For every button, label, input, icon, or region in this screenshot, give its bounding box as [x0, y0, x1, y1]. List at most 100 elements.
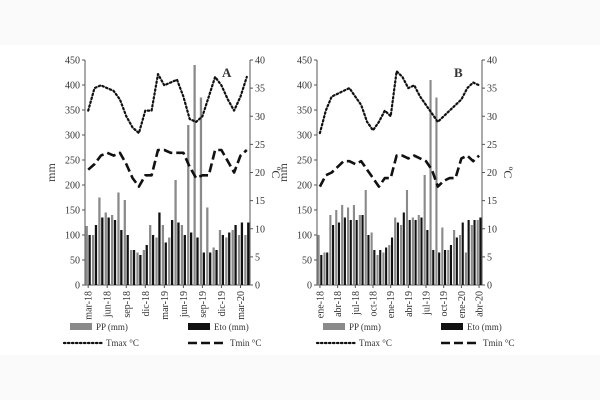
- legend-eto-swatch: [441, 323, 463, 330]
- eto-bar: [402, 212, 405, 285]
- eto-bar: [228, 232, 231, 285]
- pp-bar: [110, 215, 114, 285]
- pp-bar: [149, 225, 152, 285]
- pp-bar: [225, 237, 228, 285]
- pp-bar: [464, 252, 467, 285]
- pp-bar: [317, 235, 320, 285]
- legend-eto-label: Eto (mm): [467, 322, 502, 332]
- pp-bar: [447, 250, 450, 285]
- right-tick-label: 25: [255, 140, 265, 151]
- eto-bar: [183, 235, 186, 285]
- pp-bar: [244, 235, 247, 285]
- x-tick-label: oct-19: [439, 291, 450, 317]
- eto-bar: [473, 220, 476, 285]
- pp-bar: [231, 230, 234, 285]
- x-tick-label: mar-18: [84, 291, 95, 320]
- eto-bar: [164, 242, 167, 285]
- eto-bar: [343, 217, 346, 285]
- eto-bar: [320, 255, 323, 285]
- left-tick-label: 450: [297, 56, 312, 67]
- pp-bar: [85, 226, 88, 285]
- right-tick-label: 10: [487, 224, 497, 235]
- pp-bar: [411, 217, 414, 285]
- eto-bar: [240, 222, 244, 285]
- tmax-line: [87, 73, 248, 135]
- x-tick-label: abr-19: [404, 291, 415, 317]
- eto-bar: [367, 235, 370, 285]
- pp-bar: [358, 215, 361, 285]
- right-tick-label: 35: [487, 84, 497, 95]
- left-tick-label: 50: [70, 256, 80, 267]
- pp-bar: [199, 97, 203, 285]
- eto-bar: [113, 220, 117, 285]
- y-axis-title-left: mm: [44, 163, 58, 182]
- pp-bar: [458, 235, 462, 285]
- pp-bar: [174, 180, 177, 285]
- y-axis-title-right: ºC: [269, 167, 283, 179]
- x-tick-label: abr-20: [475, 291, 486, 317]
- pp-bar: [212, 247, 215, 285]
- eto-bar: [196, 237, 199, 285]
- pp-bar: [218, 230, 222, 285]
- x-tick-label: jul-19: [422, 291, 433, 316]
- legend-tmin-label: Tmin °C: [483, 338, 514, 348]
- left-tick-label: 300: [297, 131, 312, 142]
- left-tick-label: 400: [297, 81, 312, 92]
- right-tick-label: 25: [487, 140, 497, 151]
- pp-bar: [91, 235, 95, 285]
- pp-bar: [323, 252, 326, 285]
- panel-b: 0 50 100 150 200 250 300 350 400 450 0 5 10 15 20 25 30 3…: [276, 56, 515, 349]
- pp-bar: [382, 252, 385, 285]
- left-tick-label: 150: [65, 206, 80, 217]
- eto-bar: [420, 217, 423, 285]
- left-tick-label: 150: [297, 206, 312, 217]
- legend-eto-swatch: [188, 323, 210, 330]
- eto-bar: [379, 250, 382, 285]
- right-tick-label: 20: [255, 168, 265, 179]
- pp-bar: [335, 210, 338, 285]
- pp-bar: [441, 227, 444, 285]
- eto-bar: [139, 255, 142, 285]
- right-tick-label: 0: [487, 281, 492, 292]
- pp-bar: [364, 190, 367, 285]
- right-tick-label: 5: [255, 252, 260, 263]
- eto-bar: [479, 217, 482, 285]
- pp-bar: [400, 225, 403, 285]
- eto-bar: [120, 230, 123, 285]
- right-tick-label: 40: [255, 56, 265, 67]
- pp-bar: [180, 225, 184, 285]
- eto-bar: [101, 217, 104, 285]
- eto-bar: [190, 232, 193, 285]
- x-tick-label: ene-20: [457, 291, 468, 318]
- eto-bar: [177, 222, 180, 285]
- pp-bar: [476, 220, 479, 285]
- pp-bar: [206, 207, 209, 285]
- legend-eto-label: Eto (mm): [214, 322, 249, 332]
- eto-bar: [396, 222, 399, 285]
- tmin-line: [87, 148, 248, 188]
- x-tick-label: jun-18: [103, 291, 114, 318]
- eto-bar: [247, 222, 250, 285]
- pp-bar: [453, 230, 456, 285]
- eto-bar: [94, 225, 98, 285]
- pp-bar: [168, 237, 171, 285]
- eto-bar: [432, 250, 435, 285]
- eto-bar: [467, 220, 470, 285]
- pp-bar: [388, 245, 391, 285]
- pp-bar: [155, 237, 158, 285]
- left-tick-label: 250: [297, 156, 312, 167]
- right-tick-label: 40: [487, 56, 497, 67]
- pp-bar: [130, 250, 133, 285]
- legend-pp-label: PP (mm): [349, 322, 381, 332]
- pp-bar: [352, 205, 356, 285]
- x-tick-label: ene-18: [315, 291, 326, 318]
- pp-bar: [423, 175, 426, 285]
- eto-bar: [390, 237, 394, 285]
- legend-pp-label: PP (mm): [96, 322, 128, 332]
- legend-tmin-label: Tmin °C: [230, 338, 261, 348]
- pp-bar: [429, 80, 432, 285]
- pp-bar: [394, 217, 397, 285]
- eto-bar: [449, 245, 453, 285]
- pp-bar: [341, 205, 344, 285]
